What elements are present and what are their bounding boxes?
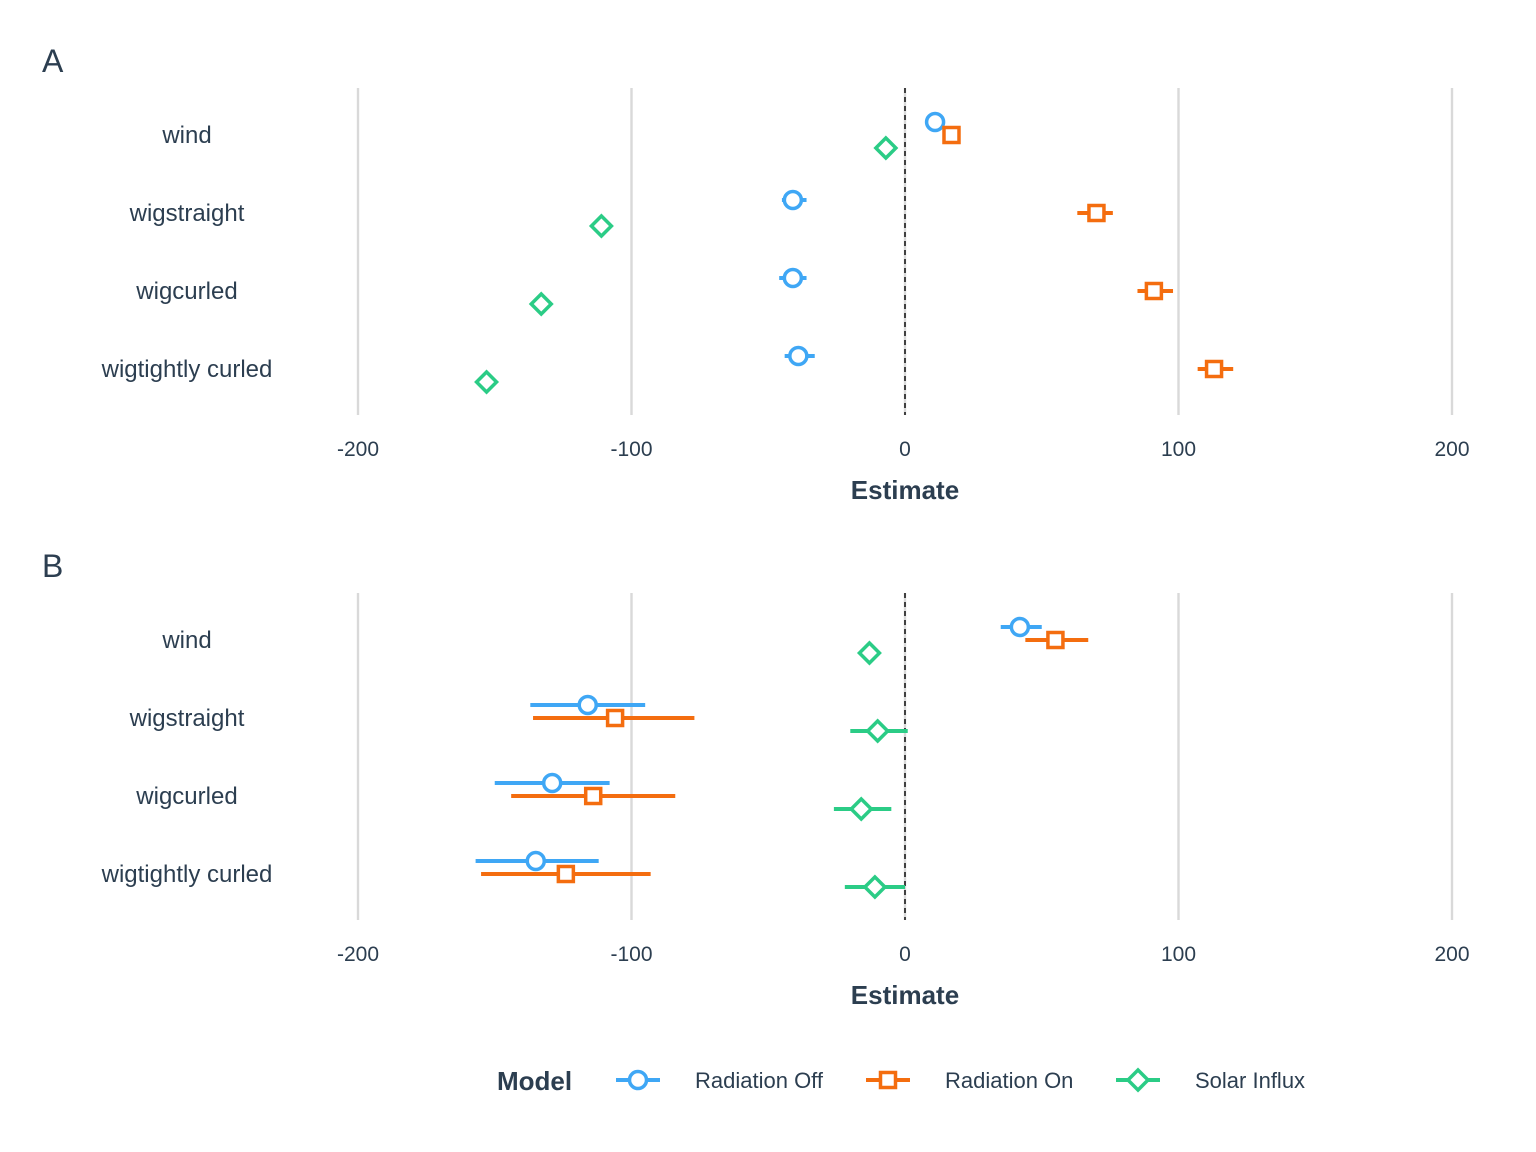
series-radiation-off	[779, 111, 946, 367]
legend-item-radiation-off: Radiation Off	[616, 1068, 824, 1093]
legend-item-radiation-on: Radiation On	[866, 1068, 1073, 1093]
category-label: wigstraight	[129, 200, 245, 227]
legend-square-icon	[878, 1070, 898, 1090]
panel-label: A	[42, 43, 64, 79]
estimate-point	[1144, 281, 1164, 301]
estimate-point	[782, 189, 804, 211]
category-label: wigtightly curled	[101, 861, 273, 888]
legend: Model Radiation Off Radiation On Solar Infl…	[497, 1066, 1305, 1096]
estimate-point	[577, 694, 598, 716]
estimate-point	[583, 786, 603, 806]
x-tick-label: -100	[610, 943, 652, 966]
legend-label: Radiation On	[945, 1068, 1073, 1093]
estimate-point	[528, 291, 554, 317]
panel-label: B	[42, 548, 63, 584]
estimate-point	[942, 125, 961, 145]
x-axis-title: Estimate	[851, 980, 959, 1010]
estimate-point	[1087, 203, 1106, 223]
estimate-point	[782, 267, 804, 289]
estimate-point	[1204, 359, 1224, 379]
estimate-point	[873, 135, 899, 161]
category-label: wigcurled	[135, 783, 237, 810]
category-label: wind	[161, 627, 211, 654]
legend-circle-icon	[627, 1069, 649, 1091]
estimate-point	[865, 718, 891, 744]
x-tick-label: -200	[337, 438, 379, 461]
legend-label: Solar Influx	[1195, 1068, 1305, 1093]
x-axis-title: Estimate	[851, 475, 959, 505]
legend-item-solar-influx: Solar Influx	[1116, 1067, 1305, 1093]
x-tick-label: 100	[1161, 438, 1196, 461]
legend-label: Radiation Off	[695, 1068, 824, 1093]
estimate-point	[862, 874, 888, 900]
estimate-point	[525, 850, 547, 872]
estimate-point	[848, 796, 874, 822]
estimate-point	[474, 369, 500, 395]
estimate-point	[924, 111, 946, 133]
series-solar-influx	[474, 135, 899, 395]
category-label: wigtightly curled	[101, 356, 273, 383]
estimate-point	[541, 772, 563, 794]
x-tick-label: 200	[1434, 943, 1469, 966]
x-tick-label: -200	[337, 943, 379, 966]
legend-title: Model	[497, 1066, 572, 1096]
category-label: wigstraight	[129, 705, 245, 732]
x-tick-label: 100	[1161, 943, 1196, 966]
estimate-point	[788, 345, 809, 367]
legend-diamond-icon	[1125, 1067, 1151, 1093]
series-radiation-on	[942, 125, 1234, 379]
x-tick-label: 200	[1434, 438, 1469, 461]
category-label: wigcurled	[135, 278, 237, 305]
estimate-point	[1009, 616, 1031, 638]
estimate-point	[856, 640, 882, 666]
estimate-point	[556, 864, 576, 884]
category-label: wind	[161, 122, 211, 149]
x-tick-label: 0	[899, 438, 911, 461]
estimate-point	[1046, 630, 1065, 650]
estimate-point	[588, 213, 614, 239]
estimate-point	[605, 708, 625, 728]
series-radiation-off	[475, 616, 1042, 872]
x-tick-label: 0	[899, 943, 911, 966]
x-tick-label: -100	[610, 438, 652, 461]
series-solar-influx	[833, 640, 908, 900]
series-radiation-on	[481, 630, 1089, 884]
